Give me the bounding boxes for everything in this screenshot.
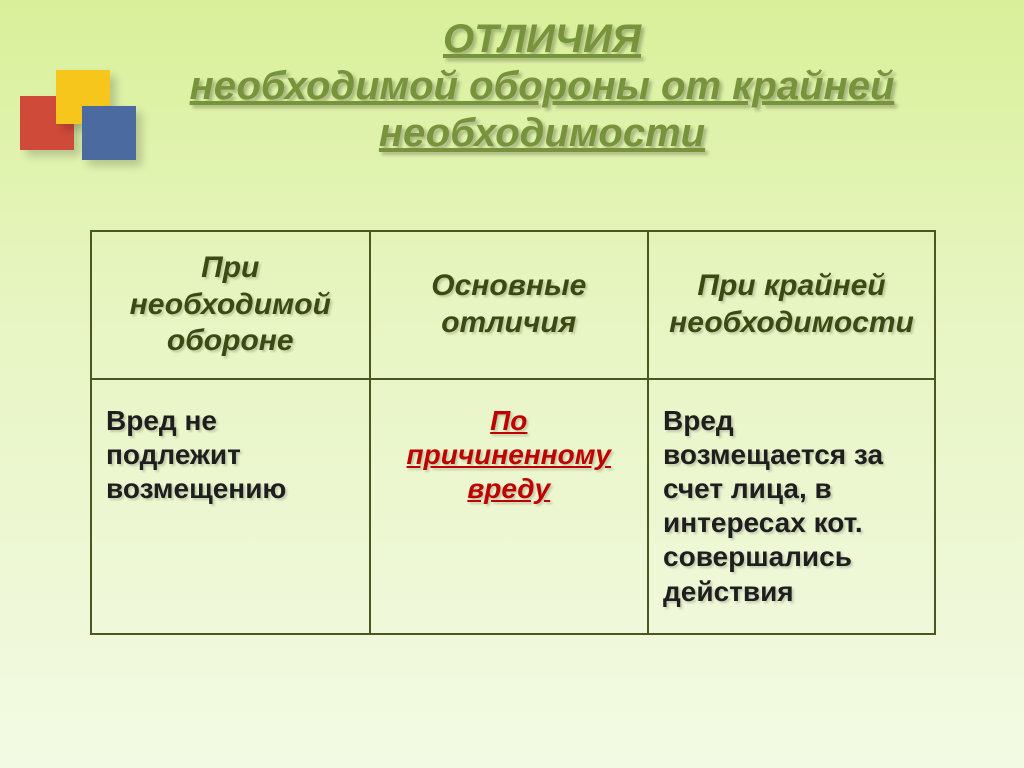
criterion-text: По причиненному вреду: [385, 404, 634, 506]
cell-defense-value: Вред не подлежит возмещению: [91, 379, 370, 634]
header-main-differences: Основные отличия: [370, 231, 649, 379]
title-line2: необходимой обороны от крайней необходим…: [190, 64, 895, 155]
cell-necessity-value: Вред возмещается за счет лица, в интерес…: [648, 379, 935, 634]
slide-title: ОТЛИЧИЯ необходимой обороны от крайней н…: [120, 16, 964, 158]
comparison-table: При необходимой обороне Основные отличия…: [90, 230, 936, 635]
header-extreme-necessity: При крайней необходимости: [648, 231, 935, 379]
cell-criterion: По причиненному вреду: [370, 379, 649, 634]
decorative-squares: [12, 56, 132, 176]
header-necessary-defense: При необходимой обороне: [91, 231, 370, 379]
table-header-row: При необходимой обороне Основные отличия…: [91, 231, 935, 379]
title-line1: ОТЛИЧИЯ: [443, 17, 641, 61]
table-row: Вред не подлежит возмещению По причиненн…: [91, 379, 935, 634]
